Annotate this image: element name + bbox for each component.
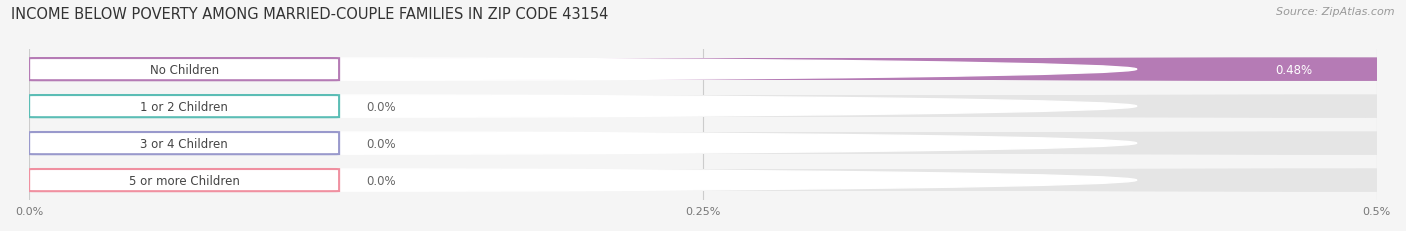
Circle shape: [0, 59, 1136, 81]
Circle shape: [0, 96, 1136, 118]
Circle shape: [0, 96, 849, 118]
Text: 5 or more Children: 5 or more Children: [129, 174, 239, 187]
Text: No Children: No Children: [149, 63, 219, 76]
Text: 0.0%: 0.0%: [366, 100, 395, 113]
FancyBboxPatch shape: [41, 132, 328, 155]
FancyBboxPatch shape: [41, 59, 1365, 81]
FancyBboxPatch shape: [41, 96, 1365, 118]
Circle shape: [0, 59, 849, 81]
Circle shape: [0, 132, 1136, 155]
Circle shape: [0, 169, 849, 191]
Text: 0.0%: 0.0%: [366, 174, 395, 187]
Circle shape: [557, 169, 1406, 191]
FancyBboxPatch shape: [41, 169, 328, 191]
Circle shape: [0, 132, 849, 155]
Circle shape: [0, 132, 849, 155]
Text: INCOME BELOW POVERTY AMONG MARRIED-COUPLE FAMILIES IN ZIP CODE 43154: INCOME BELOW POVERTY AMONG MARRIED-COUPL…: [11, 7, 609, 22]
Text: 1 or 2 Children: 1 or 2 Children: [141, 100, 228, 113]
Circle shape: [0, 59, 849, 81]
Circle shape: [557, 96, 1406, 118]
FancyBboxPatch shape: [41, 169, 1365, 191]
Circle shape: [0, 59, 849, 81]
Circle shape: [0, 96, 849, 118]
FancyBboxPatch shape: [41, 59, 1312, 81]
Circle shape: [557, 59, 1406, 81]
Circle shape: [0, 169, 849, 191]
Circle shape: [0, 169, 1136, 191]
Text: 3 or 4 Children: 3 or 4 Children: [141, 137, 228, 150]
FancyBboxPatch shape: [41, 96, 328, 118]
FancyBboxPatch shape: [41, 59, 328, 81]
Text: 0.48%: 0.48%: [1275, 63, 1312, 76]
Circle shape: [503, 59, 1406, 81]
Text: 0.0%: 0.0%: [366, 137, 395, 150]
Text: Source: ZipAtlas.com: Source: ZipAtlas.com: [1277, 7, 1395, 17]
FancyBboxPatch shape: [41, 132, 1365, 155]
Circle shape: [557, 132, 1406, 155]
